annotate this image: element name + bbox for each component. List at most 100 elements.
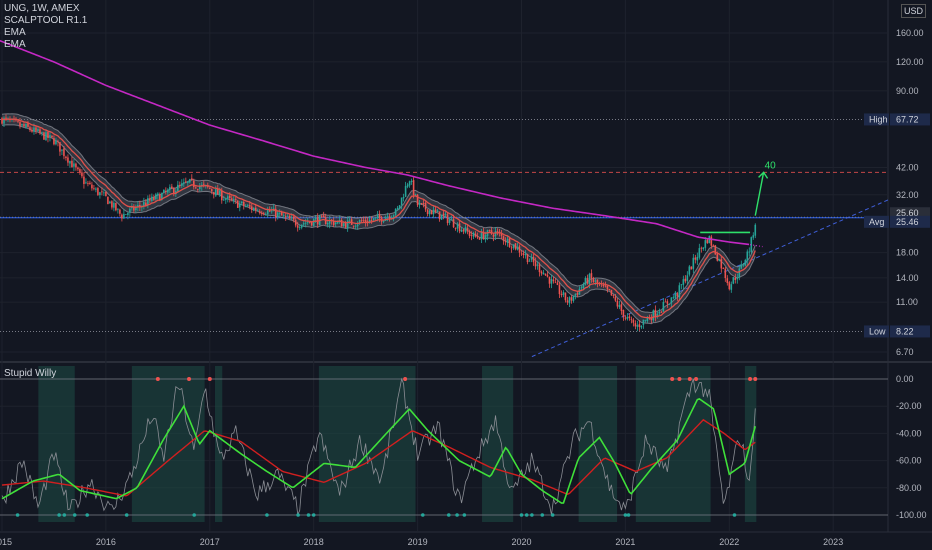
candle-body — [612, 295, 615, 297]
osc-top-marker — [403, 377, 408, 381]
candle-body — [115, 202, 117, 211]
shaded-zone — [318, 366, 416, 522]
candle-body — [596, 279, 599, 284]
candle-body — [638, 324, 641, 327]
candle-body — [702, 247, 705, 250]
candle-body — [179, 185, 181, 186]
candle-body — [704, 240, 707, 248]
osc-bottom-marker — [455, 513, 459, 517]
ema-long-projection — [749, 244, 763, 248]
indicator-label-scalptool: SCALPTOOL R1.1 — [4, 15, 88, 26]
candle-body — [214, 189, 217, 196]
candle-body — [224, 198, 227, 200]
candle-body — [87, 183, 89, 184]
candle-body — [41, 132, 43, 133]
candle-body — [61, 149, 63, 151]
candle-body — [620, 304, 623, 311]
candle-body — [163, 189, 165, 193]
target-label: 40 — [765, 160, 777, 171]
candle-body — [99, 192, 101, 196]
osc-bottom-marker — [85, 513, 89, 517]
candle-body — [139, 204, 141, 207]
price-tag-label-box — [864, 215, 889, 228]
candle-body — [660, 311, 663, 313]
candle-body — [746, 251, 749, 261]
candle-body — [59, 142, 61, 152]
price-tick-label: 14.00 — [896, 273, 919, 283]
candle-body — [684, 278, 687, 282]
candle-body — [530, 257, 533, 260]
candle-body — [129, 208, 131, 213]
candle-body — [268, 209, 271, 212]
candle-body — [538, 264, 541, 273]
price-tick-label: 11.00 — [896, 297, 918, 307]
osc-tick-label: -80.00 — [896, 483, 922, 493]
candle-body — [666, 301, 669, 304]
time-tick-label: 2019 — [408, 537, 428, 547]
time-tick-label: 2021 — [615, 537, 635, 547]
candle-body — [147, 198, 149, 205]
price-tag-label-box — [864, 325, 889, 338]
candle-body — [716, 254, 719, 261]
candle-body — [292, 216, 295, 220]
candle-body — [254, 207, 257, 211]
candle-body — [246, 205, 249, 207]
candle-body — [552, 279, 555, 282]
candle-body — [368, 219, 371, 223]
candle-body — [53, 138, 55, 145]
candle-body — [328, 220, 331, 224]
candle-body — [167, 189, 169, 193]
candle-body — [197, 189, 199, 190]
osc-bottom-marker — [550, 513, 555, 517]
candle-body — [85, 182, 87, 184]
osc-bottom-marker — [626, 513, 631, 517]
candle-body — [264, 214, 267, 216]
candle-body — [730, 284, 733, 290]
candle-body — [386, 216, 389, 218]
candle-body — [436, 210, 439, 213]
time-tick-label: 2015 — [0, 537, 12, 547]
candle-body — [470, 234, 473, 236]
osc-bottom-marker — [519, 513, 524, 517]
osc-top-marker — [187, 377, 192, 381]
price-tick-label: 90.00 — [896, 86, 919, 96]
candle-body — [153, 197, 155, 200]
candle-body — [656, 313, 659, 317]
candle-body — [742, 264, 745, 266]
candle-body — [428, 210, 431, 215]
candle-body — [340, 219, 343, 227]
candle-body — [604, 285, 607, 287]
candle-body — [438, 211, 441, 220]
candle-body — [524, 254, 527, 256]
shaded-zone — [578, 366, 618, 522]
candle-body — [370, 219, 373, 221]
candle-body — [728, 282, 731, 290]
candle-body — [236, 200, 239, 208]
candle-body — [582, 284, 585, 289]
candle-body — [698, 248, 701, 258]
candle-body — [628, 316, 631, 319]
currency-button[interactable]: USD — [900, 4, 926, 18]
candle-body — [430, 210, 433, 215]
candle-body — [378, 214, 381, 218]
candle-body — [536, 264, 539, 266]
candle-body — [402, 196, 405, 199]
candle-body — [626, 316, 629, 319]
candle-body — [91, 184, 93, 189]
candle-body — [312, 219, 315, 226]
candle-body — [195, 187, 197, 189]
candle-body — [342, 223, 345, 226]
candle-body — [155, 194, 157, 200]
candle-body — [632, 319, 635, 323]
price-tag-box — [890, 215, 930, 228]
candle-body — [458, 223, 461, 232]
axes: 160.00 120.00 90.00 42.00 32.00 18.00 14.00 11.… — [0, 28, 927, 547]
time-tick-label: 2017 — [200, 537, 220, 547]
candle-body — [692, 257, 695, 269]
ema-band — [1, 113, 756, 325]
candle-body — [119, 209, 121, 214]
candle-body — [710, 236, 713, 246]
candle-body — [151, 196, 153, 202]
candle-body — [674, 292, 677, 298]
